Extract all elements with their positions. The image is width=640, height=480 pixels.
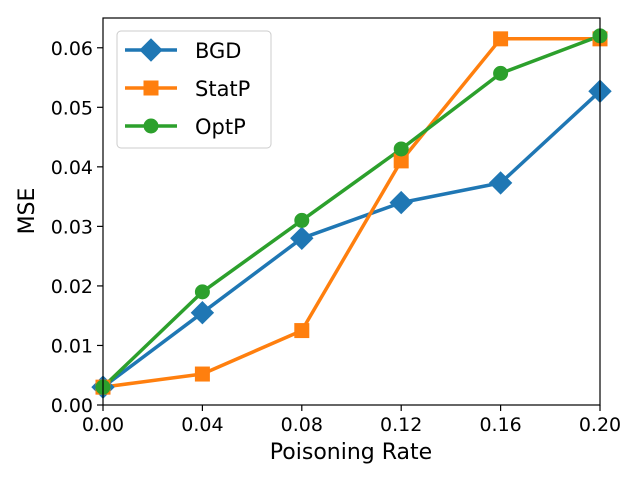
x-tick-label: 0.08 bbox=[281, 414, 323, 436]
legend-label-statp: StatP bbox=[195, 77, 250, 101]
data-point-statp-2 bbox=[294, 323, 310, 339]
legend: BGD StatP OptP bbox=[116, 30, 272, 149]
legend-marker-statp bbox=[143, 80, 159, 96]
data-point-bgd-3 bbox=[389, 190, 413, 215]
y-tick-label: 0.02 bbox=[51, 276, 93, 298]
y-tick-label: 0.03 bbox=[51, 216, 93, 238]
legend-label-optp: OptP bbox=[195, 115, 246, 139]
data-point-bgd-4 bbox=[488, 171, 513, 195]
x-axis: 0.00 0.04 0.08 0.12 0.16 0.20 bbox=[82, 405, 621, 436]
data-point-optp-3 bbox=[393, 141, 409, 157]
y-tick-label: 0.06 bbox=[51, 38, 93, 60]
y-tick-label: 0.05 bbox=[51, 97, 93, 119]
y-axis-label: MSE bbox=[15, 188, 40, 235]
series-line-bgd bbox=[103, 89, 600, 389]
data-point-optp-1 bbox=[194, 284, 210, 300]
legend-marker-bgd bbox=[139, 38, 163, 62]
series-layer bbox=[103, 34, 600, 389]
y-axis: 0.00 0.01 0.02 0.03 0.04 0.05 0.06 bbox=[51, 38, 103, 417]
series-line-optp bbox=[103, 34, 600, 389]
y-tick-label: 0.04 bbox=[51, 157, 93, 179]
legend-marker-optp bbox=[143, 118, 159, 134]
x-axis-label: Poisoning Rate bbox=[270, 440, 432, 465]
plot-frame bbox=[102, 17, 601, 406]
x-tick-label: 0.16 bbox=[479, 414, 521, 436]
data-point-bgd-2 bbox=[290, 226, 314, 250]
legend-label-bgd: BGD bbox=[195, 39, 241, 63]
y-tick-label: 0.01 bbox=[51, 335, 93, 357]
data-point-statp-1 bbox=[194, 366, 210, 382]
data-point-bgd-1 bbox=[190, 301, 215, 325]
legend-box bbox=[116, 30, 272, 149]
y-tick-label: 0.00 bbox=[51, 395, 93, 417]
data-point-optp-2 bbox=[294, 212, 310, 228]
x-tick-label: 0.00 bbox=[82, 414, 124, 436]
x-tick-label: 0.12 bbox=[380, 414, 422, 436]
x-tick-label: 0.04 bbox=[181, 414, 223, 436]
data-point-optp-4 bbox=[493, 65, 509, 81]
series-line-statp bbox=[103, 37, 600, 389]
x-tick-label: 0.20 bbox=[579, 414, 621, 436]
data-point-statp-4 bbox=[493, 31, 509, 47]
